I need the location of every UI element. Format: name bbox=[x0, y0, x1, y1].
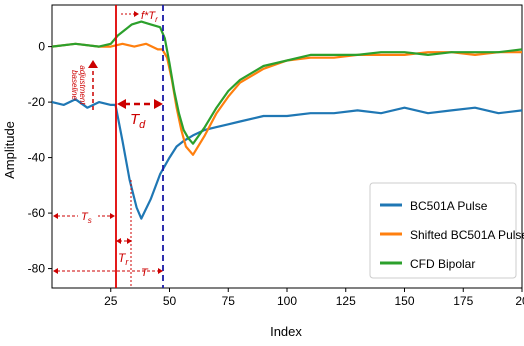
y-tick-label: -40 bbox=[28, 151, 46, 165]
legend-entry-label: Shifted BC501A Pulse bbox=[410, 228, 524, 242]
baseline-label-1: baseline bbox=[70, 70, 79, 100]
x-tick-label: 125 bbox=[336, 294, 356, 308]
baseline-label-2: adjustment bbox=[78, 65, 87, 105]
legend: BC501A Pulse Shifted BC501A Pulse CFD Bipo… bbox=[370, 183, 524, 278]
x-tick-label: 50 bbox=[163, 294, 177, 308]
y-tick-label: 0 bbox=[38, 40, 45, 54]
tr-arrowhead-right bbox=[127, 238, 132, 244]
f-tr-arrowhead bbox=[134, 11, 139, 17]
x-tick-label: 20 bbox=[515, 294, 524, 308]
td-label: Td bbox=[130, 111, 146, 131]
y-axis-label: Amplitude bbox=[2, 121, 17, 179]
t-arrowhead-left bbox=[53, 268, 58, 274]
legend-entry-label: BC501A Pulse bbox=[410, 199, 488, 213]
t-label: T bbox=[141, 267, 149, 279]
x-tick-label: 100 bbox=[277, 294, 297, 308]
tr-label: Tr bbox=[118, 251, 129, 267]
ts-arrowhead-right bbox=[110, 213, 115, 219]
baseline-arrowhead bbox=[88, 60, 98, 68]
f-tr-label: f*Tr bbox=[141, 10, 158, 24]
y-tick-label: -20 bbox=[28, 95, 46, 109]
y-tick-label: -60 bbox=[28, 206, 46, 220]
x-tick-label: 75 bbox=[222, 294, 236, 308]
series-line-3 bbox=[52, 22, 522, 144]
x-tick-label: 25 bbox=[104, 294, 118, 308]
td-arrowhead-right bbox=[154, 99, 163, 109]
td-arrowhead-left bbox=[117, 99, 126, 109]
x-axis-label: Index bbox=[270, 324, 302, 339]
legend-entry-label: CFD Bipolar bbox=[410, 257, 475, 271]
x-tick-label: 175 bbox=[453, 294, 473, 308]
y-tick-label: -80 bbox=[28, 262, 46, 276]
ts-arrowhead-left bbox=[53, 213, 58, 219]
x-tick-label: 150 bbox=[394, 294, 414, 308]
